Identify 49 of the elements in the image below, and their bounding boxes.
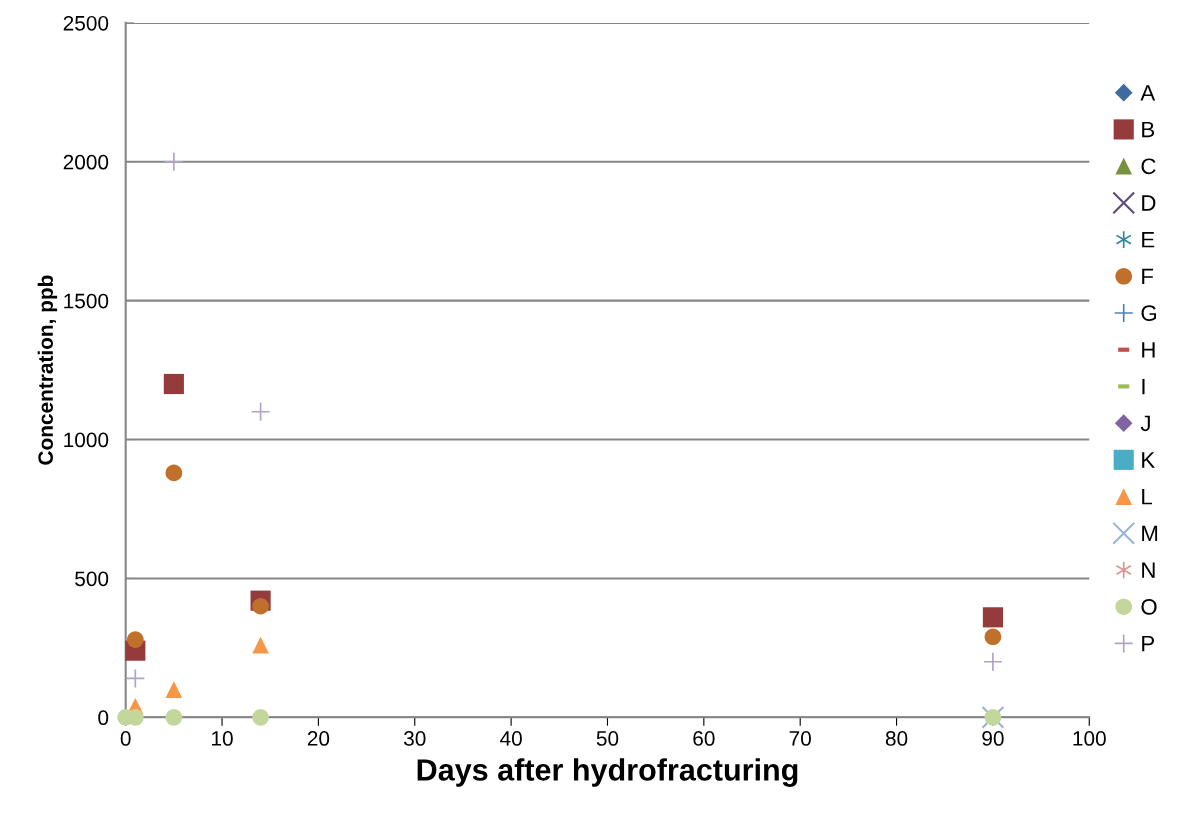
x-axis-title: Days after hydrofracturing [417, 758, 798, 787]
legend-label: O [1141, 598, 1157, 615]
y-tick-label: 500 [75, 571, 109, 587]
x-tick-label: 100 [1073, 731, 1106, 746]
point [165, 708, 183, 726]
legend-label: C [1141, 158, 1156, 175]
point [126, 631, 144, 648]
legend-label: A [1140, 85, 1156, 101]
point [125, 668, 146, 689]
x-tick-label: 50 [596, 731, 619, 746]
legend-label: N [1142, 562, 1155, 578]
legend-label: F [1142, 268, 1154, 285]
y-tick-label: 2000 [63, 154, 109, 170]
x-tick-label: 30 [403, 731, 426, 746]
y-tick-label: 2500 [63, 15, 109, 31]
legend-label: G [1141, 305, 1157, 321]
x-tick-label: 70 [789, 731, 811, 746]
x-tick-label: 90 [982, 731, 1004, 746]
y-tick-label: 0 [98, 710, 109, 726]
point [982, 607, 1003, 628]
point [252, 708, 269, 726]
point [163, 373, 184, 395]
y-tick-label: 1000 [64, 432, 109, 448]
x-tick-label: 40 [500, 731, 522, 746]
point [250, 401, 271, 422]
x-tick-label: 20 [307, 731, 330, 746]
y-tick-label: 1500 [64, 293, 109, 309]
point [983, 651, 1003, 672]
legend-label: J [1140, 415, 1150, 432]
legend-label: D [1142, 195, 1156, 211]
legend-label: P [1142, 635, 1155, 652]
x-tick-label: 60 [693, 731, 715, 746]
x-tick-label: 0 [120, 731, 131, 746]
legend-label: K [1142, 452, 1155, 468]
x-tick-label: 80 [885, 731, 908, 746]
legend-label: L [1142, 489, 1152, 505]
legend-label: E [1142, 232, 1155, 248]
point [252, 597, 269, 615]
y-axis-title: Concentration, ppb [37, 275, 58, 465]
legend-label: I [1142, 378, 1145, 395]
point [984, 628, 1002, 646]
point [164, 151, 184, 172]
x-tick-label: 10 [212, 731, 233, 746]
legend-label: B [1142, 121, 1155, 138]
point [252, 636, 269, 654]
point [165, 464, 183, 482]
point [165, 681, 183, 698]
legend-label: M [1142, 525, 1158, 542]
legend-label: H [1142, 342, 1155, 358]
